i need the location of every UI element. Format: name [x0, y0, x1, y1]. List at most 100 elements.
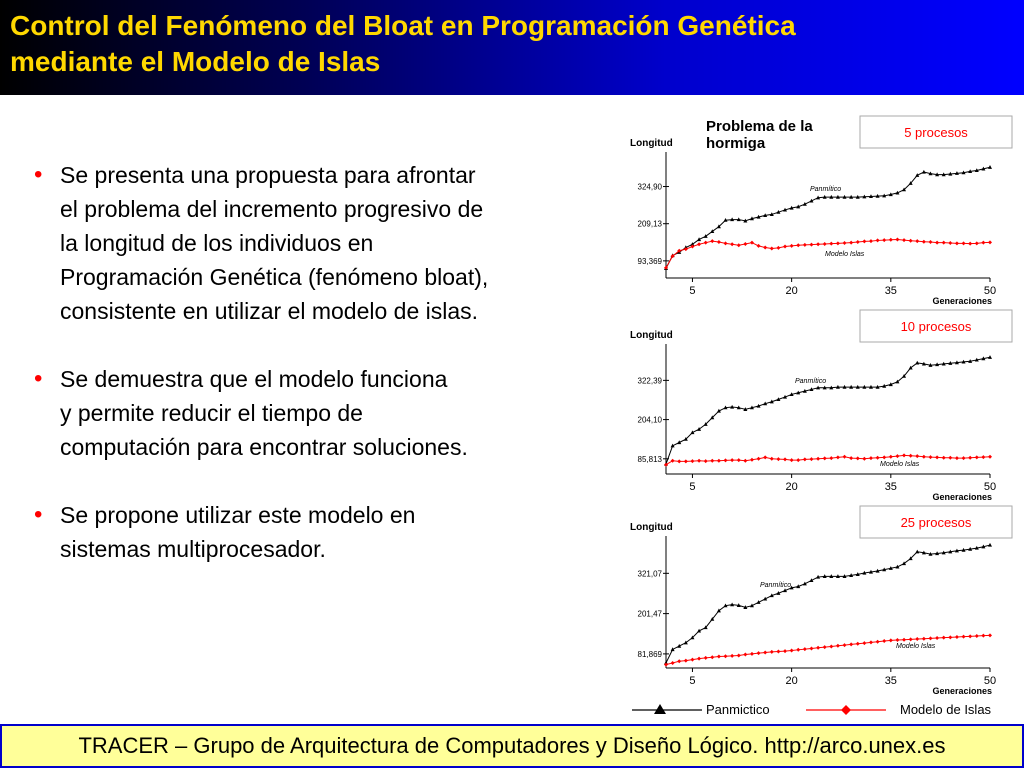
panmictic-point: [888, 382, 893, 387]
panmictic-point: [941, 550, 946, 555]
islands-point: [802, 242, 807, 247]
panmictic-point: [915, 173, 920, 177]
y-tick-label: 204,10: [638, 416, 663, 425]
panmictic-point: [723, 405, 728, 410]
y-axis-label: Longitud: [630, 522, 673, 533]
x-tick-label: 5: [689, 481, 695, 493]
islands-point: [703, 240, 708, 245]
panmictic-point: [855, 572, 860, 576]
islands-point: [749, 240, 754, 245]
process-count-box: [859, 309, 1013, 343]
islands-point: [736, 458, 741, 463]
legend-panmictic-label: Panmictico: [706, 702, 770, 717]
islands-point: [835, 241, 840, 246]
islands-point: [849, 456, 854, 461]
panmictic-point: [809, 387, 814, 392]
panmictic-point: [776, 209, 781, 214]
islands-point: [849, 240, 854, 245]
islands-point: [974, 455, 979, 460]
islands-point: [875, 639, 880, 644]
islands-point: [670, 254, 675, 259]
islands-inline-label: Modelo Islas: [880, 461, 920, 468]
islands-point: [783, 457, 788, 462]
islands-point: [935, 455, 940, 460]
panmictic-point: [763, 596, 768, 601]
islands-point: [888, 454, 893, 459]
islands-point: [902, 453, 907, 458]
panmictic-point: [789, 205, 794, 210]
islands-point: [829, 241, 834, 246]
panmictic-point: [882, 383, 887, 388]
panmictic-point: [816, 385, 821, 390]
islands-point: [882, 455, 887, 460]
panmictic-point: [961, 170, 966, 175]
islands-point: [690, 244, 695, 249]
panmictic-point: [690, 635, 695, 640]
islands-point: [802, 457, 807, 462]
islands-point: [974, 634, 979, 638]
charts-panel: Problema de la hormiga 5 procesos Longitud 9…: [620, 106, 1020, 722]
bullet-line: sistemas multiprocesador.: [60, 536, 326, 562]
panmictic-point: [875, 568, 880, 573]
chart-title: hormiga: [706, 135, 766, 152]
panmictic-point: [988, 542, 992, 547]
panmictic-point: [941, 361, 946, 366]
legend-islands-label: Modelo de Islas: [900, 702, 992, 717]
islands-point: [875, 238, 880, 243]
x-axis-label: Generaciones: [932, 492, 992, 502]
panmictic-point: [776, 591, 781, 595]
panmictic-point: [710, 616, 715, 621]
panmictic-point: [981, 166, 986, 171]
islands-point: [954, 241, 959, 246]
panmictic-point: [908, 181, 913, 185]
islands-point: [690, 459, 695, 464]
islands-point: [796, 647, 801, 652]
y-axis-label: Longitud: [630, 330, 673, 341]
islands-point: [697, 458, 702, 463]
panmictic-point: [908, 365, 913, 370]
y-axis-label: Longitud: [630, 138, 673, 149]
islands-point: [961, 241, 966, 246]
islands-point: [862, 456, 867, 461]
x-tick-label: 35: [885, 675, 897, 687]
islands-point: [789, 648, 794, 653]
islands-point: [968, 455, 973, 460]
panmictic-point: [908, 556, 913, 561]
islands-point: [928, 636, 933, 641]
panmictic-point: [988, 355, 992, 359]
islands-point: [908, 453, 913, 458]
islands-point: [941, 240, 946, 245]
islands-point: [921, 636, 926, 641]
panmictic-point: [915, 549, 920, 554]
panmictic-point: [954, 360, 959, 365]
panmictic-point: [868, 194, 873, 199]
panmictic-point: [974, 357, 979, 362]
panmictic-point: [802, 201, 807, 206]
panmictic-point: [763, 401, 768, 406]
islands-point: [954, 456, 959, 461]
islands-point: [723, 458, 728, 463]
panmictic-point: [796, 204, 801, 209]
islands-point: [683, 658, 688, 663]
islands-point: [948, 455, 953, 460]
panmictic-point: [842, 194, 847, 199]
panmictic-point: [948, 549, 953, 554]
islands-point: [928, 240, 933, 245]
islands-point: [988, 454, 992, 459]
islands-point: [988, 633, 992, 638]
islands-point: [981, 455, 986, 460]
panmictic-point: [763, 213, 768, 217]
islands-point: [915, 239, 920, 244]
islands-point: [855, 456, 860, 461]
panmictic-point: [789, 585, 794, 590]
y-tick-label: 81,869: [638, 650, 663, 659]
panmictic-point: [783, 588, 788, 593]
chart-legend: Panmictico Modelo de Islas: [632, 702, 992, 717]
panmictic-point: [743, 218, 748, 223]
islands-point: [935, 636, 940, 641]
islands-point: [743, 241, 748, 246]
islands-point: [756, 651, 761, 656]
panmictic-point: [783, 394, 788, 399]
panmictic-point: [670, 647, 675, 652]
